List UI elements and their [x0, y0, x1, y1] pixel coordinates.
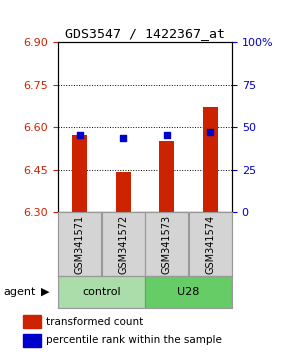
- Bar: [102, 212, 144, 276]
- Bar: [58, 276, 145, 308]
- Text: GSM341572: GSM341572: [118, 215, 128, 274]
- Text: GSM341574: GSM341574: [205, 215, 215, 274]
- Text: control: control: [82, 287, 121, 297]
- Bar: [145, 212, 188, 276]
- Point: [208, 129, 213, 135]
- Title: GDS3547 / 1422367_at: GDS3547 / 1422367_at: [65, 27, 225, 40]
- Text: ▶: ▶: [41, 287, 49, 297]
- Bar: [189, 212, 231, 276]
- Point: [164, 132, 169, 138]
- Bar: [203, 107, 218, 212]
- Text: U28: U28: [177, 287, 200, 297]
- Text: GSM341571: GSM341571: [75, 215, 85, 274]
- Bar: [159, 141, 174, 212]
- Bar: [72, 135, 87, 212]
- Text: agent: agent: [3, 287, 35, 297]
- Bar: [116, 172, 131, 212]
- Text: percentile rank within the sample: percentile rank within the sample: [46, 335, 222, 346]
- Point: [77, 132, 82, 137]
- Bar: [145, 276, 232, 308]
- Bar: [23, 334, 41, 347]
- Text: transformed count: transformed count: [46, 316, 144, 327]
- Point: [121, 135, 126, 141]
- Bar: [59, 212, 101, 276]
- Bar: [23, 315, 41, 328]
- Text: GSM341573: GSM341573: [162, 215, 172, 274]
